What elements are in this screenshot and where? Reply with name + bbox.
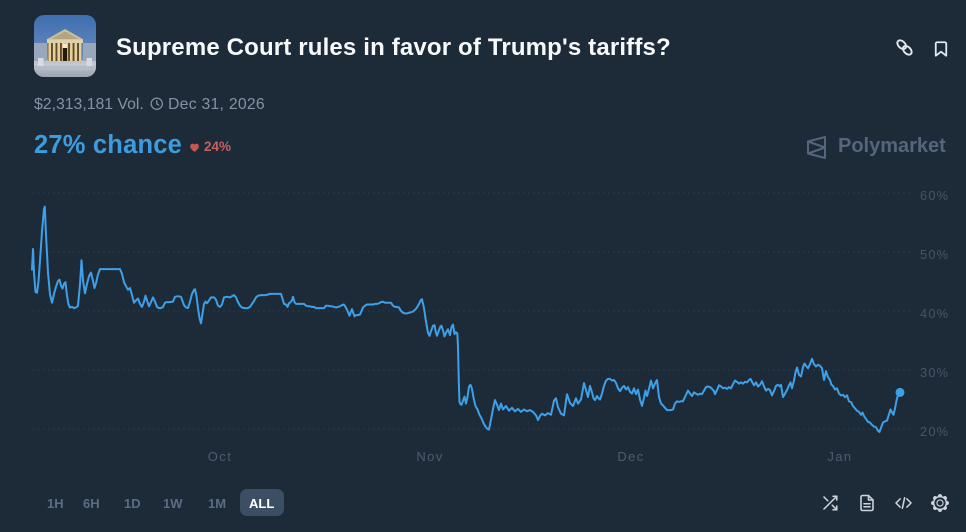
svg-text:60%: 60% — [920, 188, 949, 203]
svg-text:50%: 50% — [920, 247, 949, 262]
svg-text:Nov: Nov — [416, 449, 443, 464]
svg-text:30%: 30% — [920, 365, 949, 380]
svg-text:20%: 20% — [920, 424, 949, 439]
svg-text:Jan: Jan — [827, 449, 852, 464]
svg-text:40%: 40% — [920, 306, 949, 321]
svg-text:Oct: Oct — [208, 449, 232, 464]
svg-text:Dec: Dec — [617, 449, 644, 464]
